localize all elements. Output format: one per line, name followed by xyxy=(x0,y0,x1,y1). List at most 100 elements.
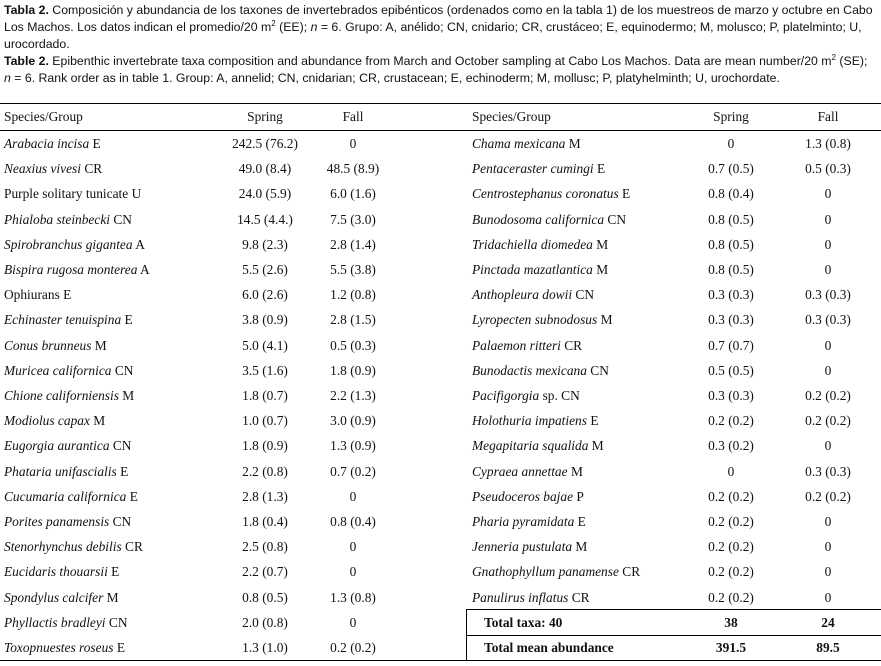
group-code: E xyxy=(120,463,129,479)
species-name: Gnathophyllum panamense xyxy=(472,564,619,580)
totals-taxa-spring: 38 xyxy=(724,615,738,630)
fall-cell: 0 xyxy=(824,362,832,378)
table-row: Phataria unifascialis E 2.2 (0.8) 0.7 (0.2… xyxy=(0,459,881,484)
species-cell: Holothuria impatiens E xyxy=(472,408,599,433)
species-cell: Conus brunneus M xyxy=(4,333,107,358)
group-code: U xyxy=(131,186,142,202)
group-code: M xyxy=(93,413,106,429)
fall-cell: 7.5 (3.0) xyxy=(330,211,376,227)
species-name: Spirobranchus gigantea xyxy=(4,236,133,252)
fall-cell: 0.3 (0.3) xyxy=(805,287,851,303)
table-row: Pinctada mazatlantica M 0.8 (0.5) 0 xyxy=(0,257,881,282)
fall-cell: 0 xyxy=(349,488,357,504)
fall-cell: 0.2 (0.2) xyxy=(330,640,376,655)
header-species-right: Species/Group xyxy=(472,109,551,124)
species-name: Ophiurans xyxy=(4,287,60,303)
species-name: Conus brunneus xyxy=(4,337,92,353)
group-code: M xyxy=(570,463,583,479)
table-row: Echinaster tenuispina E 3.8 (0.9) 2.8 (1.5… xyxy=(0,307,881,332)
caption-en-sup: 2 xyxy=(831,52,836,62)
spring-cell: 2.5 (0.8) xyxy=(242,539,288,555)
species-cell: Stenorhynchus debilis CR xyxy=(4,534,143,559)
species-cell: Pseudoceros bajae P xyxy=(472,484,584,509)
table-row: Pacifigorgia sp. CN 0.3 (0.3) 0.2 (0.2) xyxy=(0,383,881,408)
species-name: Chione californiensis xyxy=(4,388,119,403)
species-name: Pseudoceros bajae xyxy=(472,488,574,504)
totals-mid-rule xyxy=(466,635,881,636)
caption-es-label: Tabla 2. xyxy=(4,3,49,17)
species-cell: Eugorgia aurantica CN xyxy=(4,433,131,458)
species-name: Cypraea annettae xyxy=(472,463,568,479)
group-code: M xyxy=(568,136,581,151)
group-code: CN xyxy=(114,362,134,378)
table-row: Muricea californica CN 3.5 (1.6) 1.8 (0.9) xyxy=(0,358,881,383)
table-row: Jenneria pustulata M 0.2 (0.2) 0 xyxy=(0,534,881,559)
totals-row-taxa: Total taxa: 40 38 24 xyxy=(0,610,881,635)
species-name: Jenneria pustulata xyxy=(472,539,573,555)
fall-cell: 0 xyxy=(824,589,832,605)
caption-es-text-2: (EE); xyxy=(275,20,311,34)
species-name: Purple solitary tunicate xyxy=(4,186,129,202)
species-cell: Pharia pyramidata E xyxy=(472,509,586,534)
fall-cell: 0.8 (0.4) xyxy=(330,514,376,529)
spring-cell: 0.8 (0.4) xyxy=(708,186,754,202)
header-rule xyxy=(0,130,881,131)
totals-taxa-fall: 24 xyxy=(821,615,835,630)
fall-cell: 0 xyxy=(824,236,832,252)
species-name: Bunodosoma californica xyxy=(472,211,605,227)
fall-cell: 0 xyxy=(824,539,832,555)
species-name: Eucidaris thouarsii xyxy=(4,564,108,580)
spring-cell: 1.0 (0.7) xyxy=(242,413,288,429)
table-row: Arabacia incisa E 242.5 (76.2) 0 xyxy=(0,131,881,156)
fall-cell: 2.8 (1.5) xyxy=(330,312,376,328)
totals-abundance-label: Total mean abundance xyxy=(484,640,614,655)
spring-cell: 0.5 (0.5) xyxy=(708,362,754,378)
species-cell: Ophiurans E xyxy=(4,282,71,307)
table-row: Chione californiensis M 1.8 (0.7) 2.2 (1.3… xyxy=(0,383,881,408)
header-row: Species/Group Spring Fall Species/Group … xyxy=(0,104,881,129)
group-code: M xyxy=(575,539,588,555)
fall-cell: 0.3 (0.3) xyxy=(805,463,851,479)
spring-cell: 0.8 (0.5) xyxy=(708,262,754,277)
table-row: Ophiurans E 6.0 (2.6) 1.2 (0.8) xyxy=(0,282,881,307)
species-name: Neaxius vivesi xyxy=(4,161,81,177)
species-cell: Bispira rugosa monterea A xyxy=(4,257,150,282)
table-row: Bunodosoma californica CN 0.8 (0.5) 0 xyxy=(0,207,881,232)
species-cell: Megapitaria squalida M xyxy=(472,433,604,458)
species-name: Phialoba steinbecki xyxy=(4,211,110,227)
group-code: CR xyxy=(622,564,641,580)
species-name: Phataria unifascialis xyxy=(4,463,117,479)
fall-cell: 6.0 (1.6) xyxy=(330,186,376,202)
species-cell: Spirobranchus gigantea A xyxy=(4,232,145,257)
spring-cell: 2.8 (1.3) xyxy=(242,488,288,504)
table-row: Cucumaria californica E 2.8 (1.3) 0 xyxy=(0,484,881,509)
totals-top-rule xyxy=(466,609,881,610)
table-row: Purple solitary tunicate U 24.0 (5.9) 6.0 … xyxy=(0,181,881,206)
bottom-rule xyxy=(0,660,881,661)
fall-cell: 1.2 (0.8) xyxy=(330,287,376,303)
totals-taxa-label: Total taxa: 40 xyxy=(484,615,563,630)
caption-en-n: n xyxy=(4,71,11,85)
species-name: Muricea californica xyxy=(4,362,112,378)
species-name: Echinaster tenuispina xyxy=(4,312,122,328)
table-row: Centrostephanus coronatus E 0.8 (0.4) 0 xyxy=(0,181,881,206)
species-name: Panulirus inflatus xyxy=(472,589,569,605)
table-row: Porites panamensis CN 1.8 (0.4) 0.8 (0.4) xyxy=(0,509,881,534)
group-code: CR xyxy=(564,337,583,353)
species-cell: Eucidaris thouarsii E xyxy=(4,559,119,584)
group-code: M xyxy=(596,236,609,252)
table-row: Panulirus inflatus CR 0.2 (0.2) 0 xyxy=(0,585,881,610)
table-row: Phialoba steinbecki CN 14.5 (4.4.) 7.5 (3.… xyxy=(0,207,881,232)
species-cell: Pentaceraster cumingi E xyxy=(472,156,605,181)
caption-es-sup: 2 xyxy=(271,18,276,28)
spring-cell: 0.8 (0.5) xyxy=(242,589,288,605)
fall-cell: 0.2 (0.2) xyxy=(805,413,851,429)
fall-cell: 0 xyxy=(349,564,357,580)
species-cell: Anthopleura dowii CN xyxy=(472,282,594,307)
group-code: M xyxy=(106,589,119,605)
group-code: A xyxy=(135,236,145,252)
species-name: Bunodactis mexicana xyxy=(472,362,587,378)
caption-en-text: Epibenthic invertebrate taxa composition… xyxy=(48,54,832,68)
species-name: Anthopleura dowii xyxy=(472,287,573,303)
spring-cell: 0 xyxy=(727,136,735,151)
